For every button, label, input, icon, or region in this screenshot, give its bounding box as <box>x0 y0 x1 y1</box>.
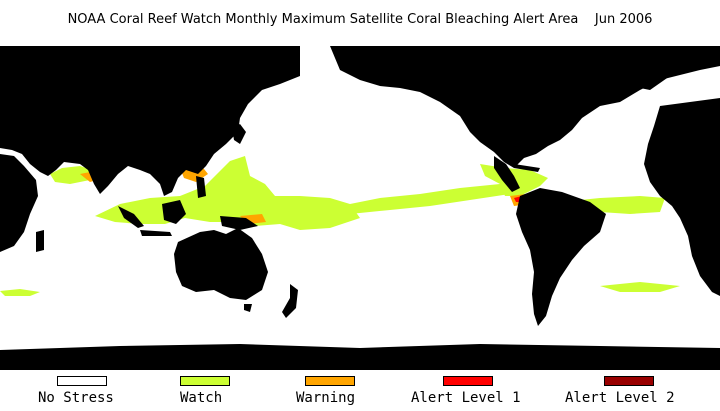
land-central-america <box>494 156 520 192</box>
land-japan <box>232 124 246 144</box>
legend-swatch-alert-level-1 <box>443 376 493 386</box>
land-cuba <box>514 164 540 172</box>
land-borneo <box>162 200 186 224</box>
legend-label-alert-level-1: Alert Level 1 <box>411 390 521 406</box>
land-asia <box>0 46 300 196</box>
land-philippines <box>196 176 206 198</box>
land-new-guinea <box>220 216 258 230</box>
legend-swatch-no-stress <box>57 376 107 386</box>
legend-label-alert-level-2: Alert Level 2 <box>565 390 675 406</box>
legend-label-warning: Warning <box>296 390 356 406</box>
land-south-america <box>516 188 606 326</box>
legend: No Stress Watch Warning Alert Level 1 Al… <box>0 376 720 411</box>
land-masses <box>0 46 720 370</box>
land-tasmania <box>244 304 252 312</box>
watch-area-central-pacific <box>340 184 510 214</box>
legend-swatch-alert-level-2 <box>604 376 654 386</box>
land-madagascar <box>36 230 44 252</box>
land-africa-west <box>0 154 38 252</box>
land-new-zealand <box>282 284 298 318</box>
legend-swatch-warning <box>305 376 355 386</box>
watch-area-south-1 <box>0 289 40 296</box>
world-map <box>0 46 720 370</box>
watch-area-arabian <box>50 166 95 184</box>
map-title: NOAA Coral Reef Watch Monthly Maximum Sa… <box>67 12 653 27</box>
legend-swatch-watch <box>180 376 230 386</box>
land-africa-east <box>644 98 720 296</box>
land-java <box>140 230 172 236</box>
land-sumatra <box>118 206 144 228</box>
land-greenland <box>600 46 680 90</box>
watch-area-west-pacific <box>95 156 360 230</box>
legend-label-watch: Watch <box>180 390 223 406</box>
land-antarctica <box>0 344 720 370</box>
legend-label-no-stress: No Stress <box>38 390 114 406</box>
land-australia <box>174 228 268 300</box>
watch-area-south-2 <box>600 282 680 292</box>
